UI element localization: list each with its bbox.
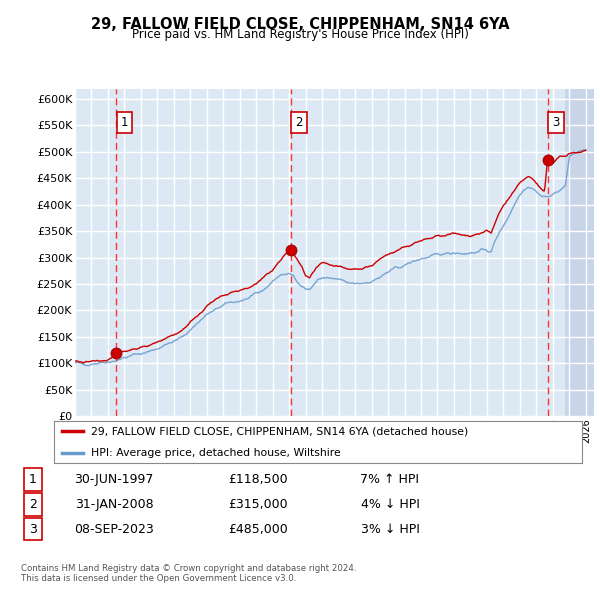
- Text: £315,000: £315,000: [228, 498, 288, 511]
- Text: 1: 1: [29, 473, 37, 486]
- Text: £485,000: £485,000: [228, 523, 288, 536]
- Text: Price paid vs. HM Land Registry's House Price Index (HPI): Price paid vs. HM Land Registry's House …: [131, 28, 469, 41]
- Text: 2: 2: [29, 498, 37, 511]
- Text: Contains HM Land Registry data © Crown copyright and database right 2024.
This d: Contains HM Land Registry data © Crown c…: [21, 563, 356, 583]
- Text: 4% ↓ HPI: 4% ↓ HPI: [361, 498, 419, 511]
- Text: 29, FALLOW FIELD CLOSE, CHIPPENHAM, SN14 6YA (detached house): 29, FALLOW FIELD CLOSE, CHIPPENHAM, SN14…: [91, 427, 468, 436]
- Text: 2: 2: [295, 116, 302, 129]
- Text: 3: 3: [29, 523, 37, 536]
- Text: 1: 1: [121, 116, 128, 129]
- Text: HPI: Average price, detached house, Wiltshire: HPI: Average price, detached house, Wilt…: [91, 448, 341, 457]
- Text: 08-SEP-2023: 08-SEP-2023: [74, 523, 154, 536]
- Text: 31-JAN-2008: 31-JAN-2008: [74, 498, 154, 511]
- Text: 3: 3: [552, 116, 559, 129]
- Text: 7% ↑ HPI: 7% ↑ HPI: [361, 473, 419, 486]
- Text: 3% ↓ HPI: 3% ↓ HPI: [361, 523, 419, 536]
- Text: £118,500: £118,500: [228, 473, 288, 486]
- Text: 29, FALLOW FIELD CLOSE, CHIPPENHAM, SN14 6YA: 29, FALLOW FIELD CLOSE, CHIPPENHAM, SN14…: [91, 17, 509, 31]
- Text: 30-JUN-1997: 30-JUN-1997: [74, 473, 154, 486]
- Bar: [565, 88, 594, 416]
